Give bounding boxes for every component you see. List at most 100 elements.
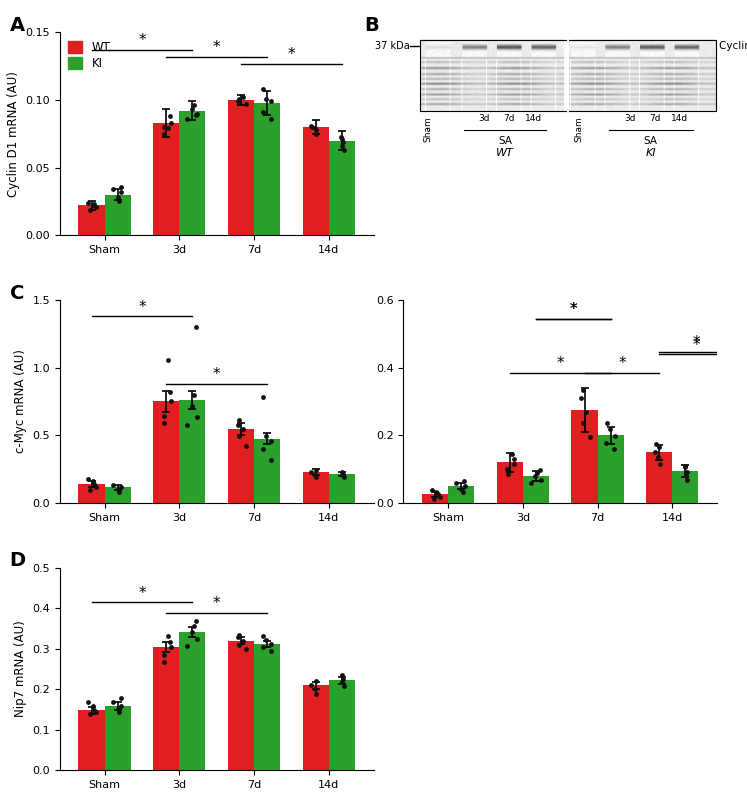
Y-axis label: Cyclin D1 (AU): Cyclin D1 (AU) bbox=[357, 358, 371, 444]
Point bbox=[430, 486, 442, 499]
Bar bbox=[646, 453, 672, 503]
Point bbox=[232, 631, 244, 644]
Point bbox=[111, 702, 123, 715]
Point bbox=[114, 195, 125, 208]
Point bbox=[186, 103, 198, 116]
Point bbox=[679, 461, 691, 474]
Point bbox=[191, 410, 203, 423]
Bar bbox=[105, 706, 131, 770]
Bar bbox=[228, 100, 254, 235]
Bar bbox=[420, 40, 716, 110]
Point bbox=[84, 708, 96, 721]
Point bbox=[261, 92, 273, 105]
Text: SA: SA bbox=[644, 135, 657, 146]
Point bbox=[158, 127, 170, 140]
Bar bbox=[153, 123, 179, 235]
Point bbox=[162, 629, 174, 642]
Point bbox=[575, 392, 587, 405]
Text: Sham: Sham bbox=[424, 116, 433, 142]
Point bbox=[162, 354, 174, 367]
Text: C: C bbox=[10, 284, 24, 303]
Text: *: * bbox=[213, 41, 220, 55]
Y-axis label: c-Myc mRNA (AU): c-Myc mRNA (AU) bbox=[14, 350, 27, 453]
Text: B: B bbox=[364, 16, 379, 35]
Point bbox=[114, 485, 125, 498]
Point bbox=[158, 649, 170, 662]
Bar bbox=[303, 472, 329, 503]
Point bbox=[335, 668, 347, 681]
Point bbox=[191, 107, 203, 120]
Point bbox=[336, 676, 348, 689]
Point bbox=[604, 423, 616, 436]
Point bbox=[264, 454, 276, 467]
Point bbox=[257, 83, 269, 96]
Point bbox=[111, 483, 123, 496]
Point bbox=[337, 467, 349, 480]
Text: Sham: Sham bbox=[574, 116, 583, 142]
Point bbox=[232, 418, 244, 431]
Point bbox=[257, 105, 269, 118]
Point bbox=[265, 637, 277, 650]
Bar bbox=[672, 470, 698, 503]
Point bbox=[601, 436, 613, 449]
Point bbox=[261, 429, 273, 442]
Point bbox=[233, 92, 245, 105]
Point bbox=[90, 705, 102, 719]
Point bbox=[158, 409, 170, 422]
Bar bbox=[303, 127, 329, 235]
Text: D: D bbox=[10, 551, 25, 570]
Point bbox=[162, 122, 174, 135]
Bar bbox=[78, 710, 105, 770]
Text: *: * bbox=[569, 302, 577, 316]
Point bbox=[164, 385, 176, 398]
Point bbox=[310, 127, 322, 140]
Point bbox=[508, 457, 520, 470]
Point bbox=[335, 466, 347, 478]
Point bbox=[187, 620, 199, 633]
Point bbox=[115, 186, 127, 199]
Point bbox=[506, 448, 518, 461]
Point bbox=[88, 198, 100, 211]
Point bbox=[310, 688, 322, 701]
Point bbox=[187, 99, 199, 112]
Point bbox=[264, 113, 276, 126]
Point bbox=[434, 490, 446, 503]
Text: 14d: 14d bbox=[671, 114, 688, 122]
Point bbox=[309, 468, 320, 481]
Point bbox=[305, 119, 317, 132]
Bar bbox=[571, 410, 598, 503]
Point bbox=[257, 443, 269, 456]
Bar bbox=[497, 462, 523, 503]
Point bbox=[240, 97, 252, 110]
Text: *: * bbox=[138, 33, 146, 49]
Point bbox=[261, 633, 273, 646]
Point bbox=[310, 123, 322, 136]
Point bbox=[426, 483, 438, 496]
Text: WT: WT bbox=[497, 148, 514, 158]
Point bbox=[652, 451, 664, 464]
Point bbox=[650, 437, 662, 450]
Point bbox=[455, 482, 467, 495]
Y-axis label: Nip7 mRNA (AU): Nip7 mRNA (AU) bbox=[13, 620, 27, 718]
Point bbox=[577, 417, 589, 430]
Bar bbox=[228, 429, 254, 503]
Point bbox=[680, 470, 692, 483]
Bar bbox=[179, 111, 205, 235]
Point bbox=[115, 180, 127, 193]
Point bbox=[336, 469, 348, 482]
Point bbox=[240, 440, 252, 453]
Bar bbox=[179, 632, 205, 770]
Text: *: * bbox=[213, 367, 220, 382]
Point bbox=[87, 474, 99, 487]
Bar bbox=[78, 484, 105, 503]
Bar bbox=[153, 401, 179, 503]
Text: *: * bbox=[138, 300, 146, 315]
Point bbox=[535, 474, 547, 487]
Point bbox=[82, 196, 94, 209]
Bar bbox=[78, 205, 105, 235]
Text: 7d: 7d bbox=[503, 114, 514, 122]
Point bbox=[533, 463, 545, 476]
Text: 37 kDa: 37 kDa bbox=[374, 41, 409, 51]
Point bbox=[111, 191, 123, 204]
Point bbox=[233, 638, 245, 651]
